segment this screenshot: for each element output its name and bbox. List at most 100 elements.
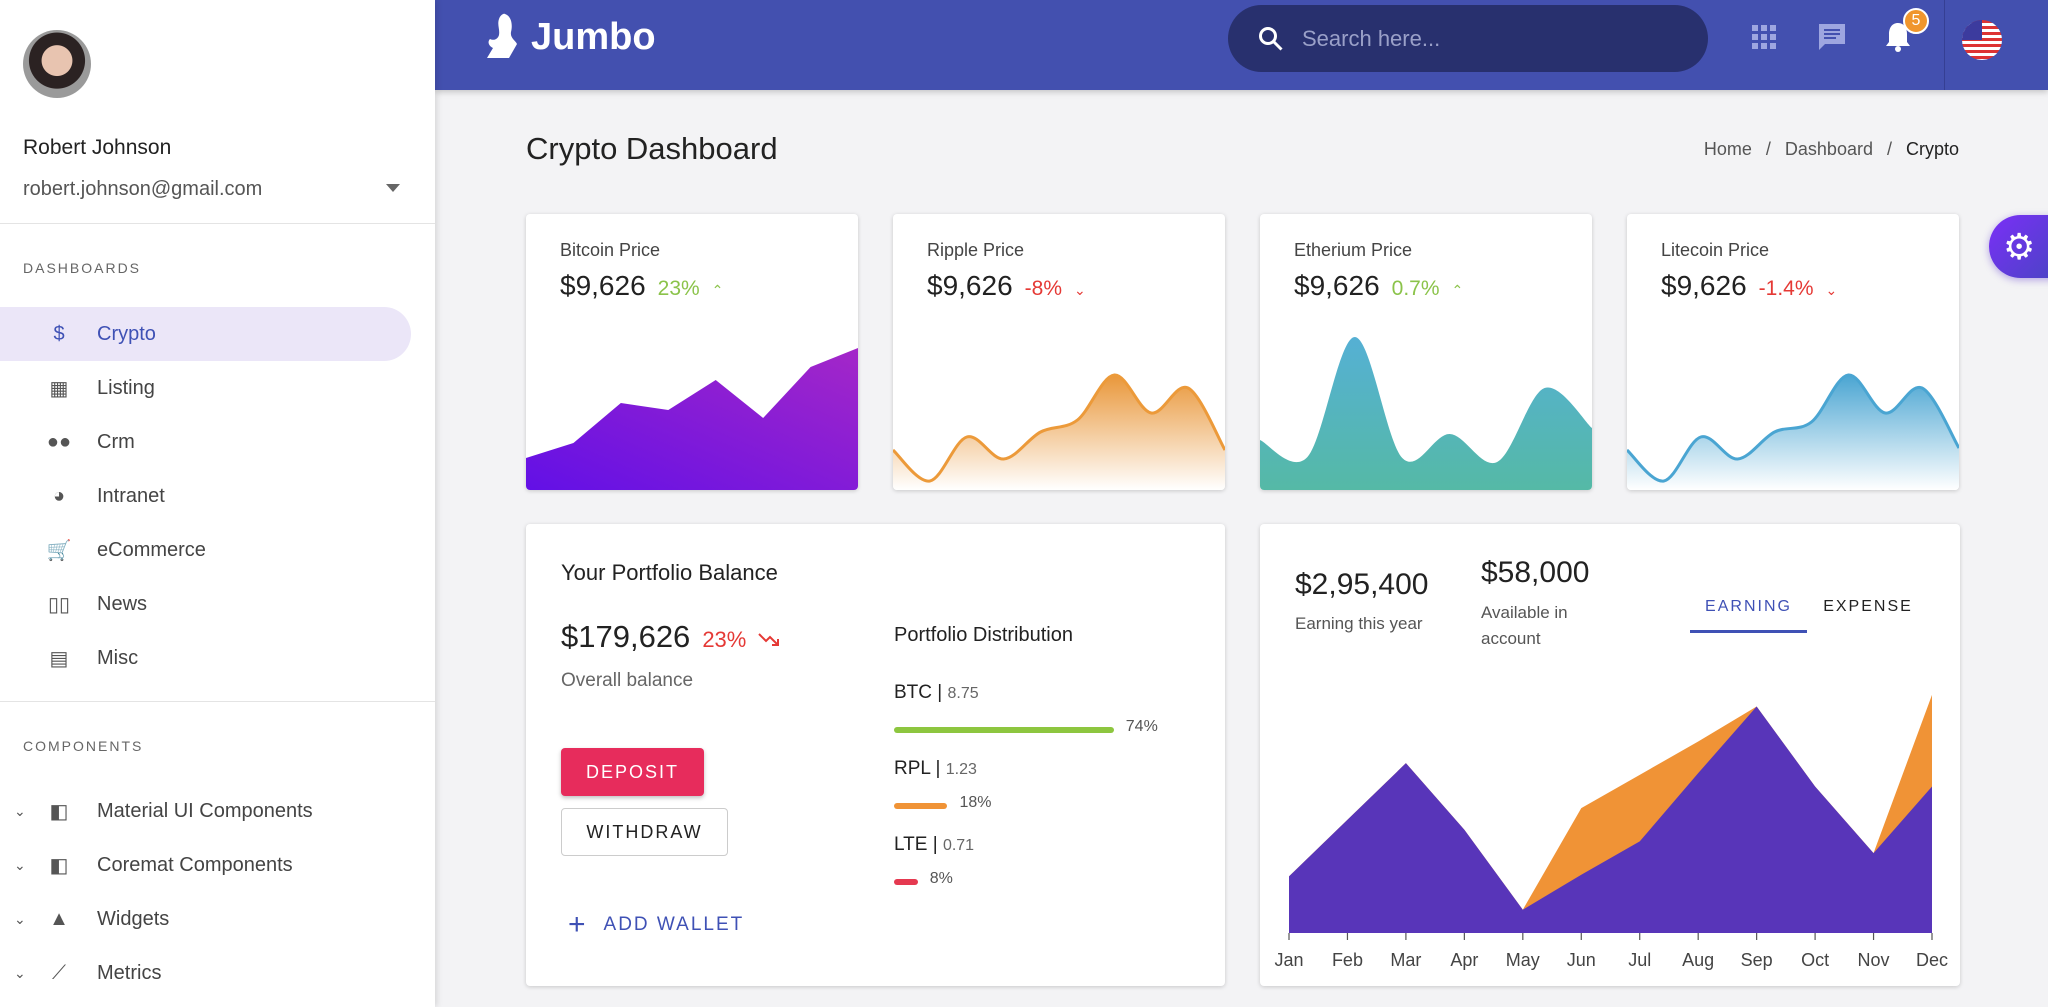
portfolio-balance: $179,626 23% <box>561 619 780 655</box>
apps-grid-icon[interactable] <box>1747 20 1781 54</box>
sidebar-item-intranet[interactable]: ◕ Intranet <box>0 469 411 523</box>
price-change: -8% <box>1024 277 1062 300</box>
price-label: Litecoin Price <box>1661 240 1770 260</box>
sidebar-item-misc[interactable]: ▤ Misc <box>0 631 411 685</box>
distribution-row-rpl: RPL | 1.23 <box>894 758 977 779</box>
sparkline-chart <box>526 348 858 490</box>
area-series-2 <box>1289 706 1932 933</box>
people-icon: ●● <box>46 430 72 453</box>
sidebar-item-label: Crm <box>97 430 135 453</box>
distribution-percent: 18% <box>959 794 992 811</box>
user-name: Robert Johnson <box>23 136 172 159</box>
notification-bell-icon[interactable] <box>1881 20 1915 54</box>
add-wallet-button[interactable]: + ADD WALLET <box>568 908 744 941</box>
x-tick-label: Jan <box>1274 950 1303 970</box>
coin-amount: 8.75 <box>947 685 979 702</box>
price-value: $9,626 <box>1661 270 1747 301</box>
breadcrumb-separator: / <box>1886 139 1892 159</box>
sparkline-chart <box>1260 336 1592 490</box>
section-dashboards: DASHBOARDS <box>23 260 142 276</box>
sidebar-item-material-ui-components[interactable]: ⌄ ◧ Material UI Components <box>0 784 411 838</box>
distribution-title: Portfolio Distribution <box>894 624 1073 646</box>
tab-earning[interactable]: EARNING <box>1690 598 1807 633</box>
search-box[interactable] <box>1228 5 1708 72</box>
library-books-icon: ▤ <box>49 647 69 670</box>
breadcrumb-dashboard[interactable]: Dashboard <box>1784 139 1873 159</box>
page-title: Crypto Dashboard <box>526 131 778 166</box>
price-label: Bitcoin Price <box>560 240 661 260</box>
sidebar-item-crm[interactable]: ●● Crm <box>0 415 411 469</box>
price-value: $9,626 <box>927 270 1013 301</box>
earnings-card: $2,95,400 Earning this year $58,000 Avai… <box>1260 524 1960 986</box>
x-tick-label: Jul <box>1628 950 1651 970</box>
sidebar-item-label: Listing <box>97 376 155 399</box>
coin-amount: 0.71 <box>942 837 975 854</box>
plus-icon: + <box>568 908 586 941</box>
dollar-circle-icon: $ <box>53 322 65 345</box>
chat-icon[interactable] <box>1815 20 1849 54</box>
trending-down-icon <box>758 633 780 646</box>
sidebar-item-coremat-components[interactable]: ⌄ ◧ Coremat Components <box>0 838 411 892</box>
sidebar-item-crypto[interactable]: $ Crypto <box>0 307 411 361</box>
price-change: 0.7% <box>1391 277 1440 300</box>
price-value-row: $9,626 -8% ⌄ <box>927 270 1086 302</box>
sidebar-item-widgets[interactable]: ⌄ ▲ Widgets <box>0 892 411 946</box>
widgets-icon: ◧ <box>49 800 69 823</box>
sparkline-chart <box>1627 373 1959 490</box>
available-value: $58,000 <box>1481 556 1590 589</box>
x-tick-label: Jun <box>1567 950 1596 970</box>
sparkline-area <box>1627 374 1959 490</box>
earnings-area-chart: Jan Feb Mar Apr May Jun Jul Aug Sep Oct Nov Dec <box>1274 694 1948 970</box>
withdraw-button[interactable]: WITHDRAW <box>561 808 728 856</box>
coin-name: BTC <box>894 682 932 703</box>
portfolio-title: Your Portfolio Balance <box>561 560 778 585</box>
chevron-down-icon: ⌄ <box>1825 282 1838 298</box>
chevron-down-icon[interactable]: ⌄ <box>14 964 26 981</box>
price-value-row: $9,626 -1.4% ⌄ <box>1661 270 1837 302</box>
sidebar-item-label: Crypto <box>97 322 156 345</box>
balance-change: 23% <box>702 627 747 652</box>
chevron-down-icon[interactable]: ⌄ <box>14 910 26 927</box>
shapes-icon: ▲ <box>49 907 69 930</box>
sidebar-item-label: Intranet <box>97 484 165 507</box>
sidebar-item-news[interactable]: ▯▯ News <box>0 577 411 631</box>
sidebar: Robert Johnson robert.johnson@gmail.com … <box>0 0 435 1007</box>
price-value-row: $9,626 0.7% ⌃ <box>1294 270 1463 302</box>
x-tick-label: Dec <box>1916 950 1948 970</box>
user-email: robert.johnson@gmail.com <box>23 178 263 200</box>
chevron-down-icon[interactable]: ⌄ <box>14 856 26 873</box>
sidebar-item-ecommerce[interactable]: 🛒 eCommerce <box>0 523 411 577</box>
sidebar-item-metrics[interactable]: ⌄ ⟋ Metrics <box>0 946 411 1000</box>
breadcrumb-home[interactable]: Home <box>1703 139 1752 159</box>
sparkline-area <box>1260 336 1592 490</box>
balance-value: $179,626 <box>561 619 691 654</box>
search-icon <box>1259 26 1283 51</box>
x-tick-label: Feb <box>1332 950 1363 970</box>
sidebar-item-listing[interactable]: ▦ Listing <box>0 361 411 415</box>
avatar[interactable] <box>23 30 91 98</box>
chevron-down-icon[interactable]: ⌄ <box>14 802 26 819</box>
logo[interactable]: Jumbo <box>483 10 656 64</box>
sidebar-item-label: Coremat Components <box>97 853 293 876</box>
search-input[interactable] <box>1302 25 1682 52</box>
price-card-bitcoin: Bitcoin Price $9,626 23% ⌃ <box>526 214 858 490</box>
us-flag-language-icon[interactable] <box>1962 20 2002 60</box>
distribution-percent: 74% <box>1125 718 1158 735</box>
widgets-icon: ◧ <box>49 854 69 877</box>
building-icon: ▦ <box>49 377 69 400</box>
available-label: Available in account <box>1481 603 1568 648</box>
price-label: Ripple Price <box>927 240 1025 260</box>
tab-expense[interactable]: EXPENSE <box>1823 598 1913 615</box>
x-tick-label: Apr <box>1450 950 1478 970</box>
deposit-button[interactable]: DEPOSIT <box>561 748 704 796</box>
x-tick-label: Aug <box>1682 950 1714 970</box>
portfolio-balance-card: Your Portfolio Balance $179,626 23% Over… <box>526 524 1225 986</box>
settings-gear-button[interactable]: ⚙ <box>1989 215 2048 278</box>
user-menu-caret-icon[interactable] <box>386 184 400 192</box>
sparkline-area <box>893 374 1225 490</box>
sparkline-line <box>893 373 1225 483</box>
chevron-down-icon: ⌄ <box>1074 282 1086 298</box>
sidebar-item-label: News <box>97 592 148 615</box>
price-card-etherium: Etherium Price $9,626 0.7% ⌃ <box>1260 214 1592 490</box>
x-tick-label: Sep <box>1741 950 1773 970</box>
